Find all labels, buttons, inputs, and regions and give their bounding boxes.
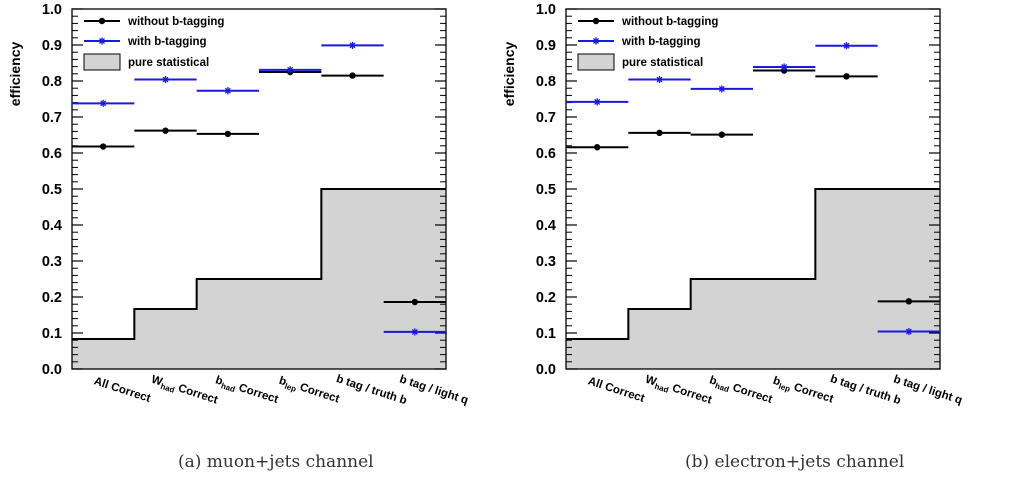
y-tick-label: 0.6 (536, 146, 556, 162)
y-tick-label: 0.3 (536, 254, 556, 270)
y-tick-label: 0.4 (536, 218, 556, 234)
series-1-point (655, 75, 664, 84)
x-category-label: blep Correct (277, 375, 341, 408)
stat-step-line (72, 188, 446, 341)
y-tick-label: 0.6 (42, 146, 62, 162)
series-0-point (411, 298, 419, 306)
y-axis-label: efficiency (7, 41, 23, 106)
y-tick-label: 0.9 (42, 38, 62, 54)
x-category-label: Whad Correct (149, 374, 219, 409)
series-1-point (161, 75, 170, 84)
caption-electron-jets: (b) electron+jets channel (685, 452, 905, 472)
x-category-label: b tag / truth b (335, 373, 409, 407)
series-0-point (656, 129, 663, 137)
caption-muon-jets: (a) muon+jets channel (178, 452, 374, 472)
x-category-label: b tag / light q (398, 373, 470, 407)
legend-marker-with (592, 37, 600, 45)
series-0-point (593, 144, 601, 151)
y-tick-label: 1.0 (42, 2, 62, 18)
legend-swatch-stat (577, 53, 615, 71)
legend-marker-without (592, 17, 600, 25)
y-tick-label: 0.7 (536, 110, 556, 126)
series-0-point (99, 143, 107, 150)
x-category-label: All Correct (586, 375, 646, 405)
series-0-point (162, 127, 169, 134)
y-tick-label: 0.0 (42, 362, 62, 378)
y-tick-label: 1.0 (536, 2, 556, 18)
legend-marker-without (98, 17, 106, 25)
y-tick-label: 0.8 (42, 74, 62, 90)
y-tick-label: 0.5 (536, 182, 556, 198)
legend-label: without b-tagging (127, 16, 224, 28)
x-category-label: Whad Correct (643, 374, 713, 409)
y-tick-label: 0.0 (536, 362, 556, 378)
series-1-point (842, 42, 851, 50)
series-1-point (348, 41, 357, 49)
y-tick-label: 0.3 (42, 254, 62, 270)
legend-label: pure statistical (128, 57, 209, 69)
series-0-point (718, 131, 726, 138)
legend-label: pure statistical (622, 57, 703, 69)
y-tick-label: 0.9 (536, 38, 556, 54)
series-0-point (905, 298, 913, 305)
y-tick-label: 0.1 (536, 326, 556, 342)
x-category-label: b tag / truth b (829, 373, 903, 407)
legend-swatch-stat (83, 53, 121, 71)
series-0-point (843, 73, 850, 80)
chart-panel-1: 0.0 0.1 0.2 0.3 0.4 0.5 0.6 0.7 0.8 0.9 1.0 efficie… (501, 2, 964, 409)
y-tick-label: 0.4 (42, 218, 62, 234)
series-0-point (349, 72, 356, 79)
series-1-point (905, 327, 913, 336)
x-category-label: All Correct (92, 375, 152, 405)
legend-label: without b-tagging (621, 16, 718, 28)
y-tick-label: 0.8 (536, 74, 556, 90)
y-axis-label: efficiency (501, 41, 517, 106)
x-category-label: bhad Correct (213, 374, 280, 408)
series-1-point (224, 87, 232, 95)
stat-step-line (566, 188, 940, 341)
legend-label: with b-tagging (127, 36, 207, 48)
y-tick-label: 0.1 (42, 326, 62, 342)
y-tick-label: 0.7 (42, 110, 62, 126)
series-1-point (286, 66, 294, 74)
series-0-point (224, 130, 232, 138)
series-1-point (593, 98, 601, 106)
y-tick-label: 0.2 (536, 290, 556, 306)
series-1-point (99, 99, 107, 107)
x-category-label: blep Correct (771, 375, 835, 408)
y-tick-label: 0.5 (42, 182, 62, 198)
legend-marker-with (98, 37, 106, 45)
series-1-point (780, 63, 788, 71)
x-category-label: bhad Correct (707, 374, 774, 408)
y-tick-label: 0.2 (42, 290, 62, 306)
chart-panel-0: 0.0 0.1 0.2 0.3 0.4 0.5 0.6 0.7 0.8 0.9 1.0 efficie… (7, 2, 470, 409)
legend-label: with b-tagging (621, 36, 701, 48)
x-category-label: b tag / light q (892, 373, 964, 407)
series-1-point (718, 85, 726, 93)
series-1-point (411, 328, 419, 336)
